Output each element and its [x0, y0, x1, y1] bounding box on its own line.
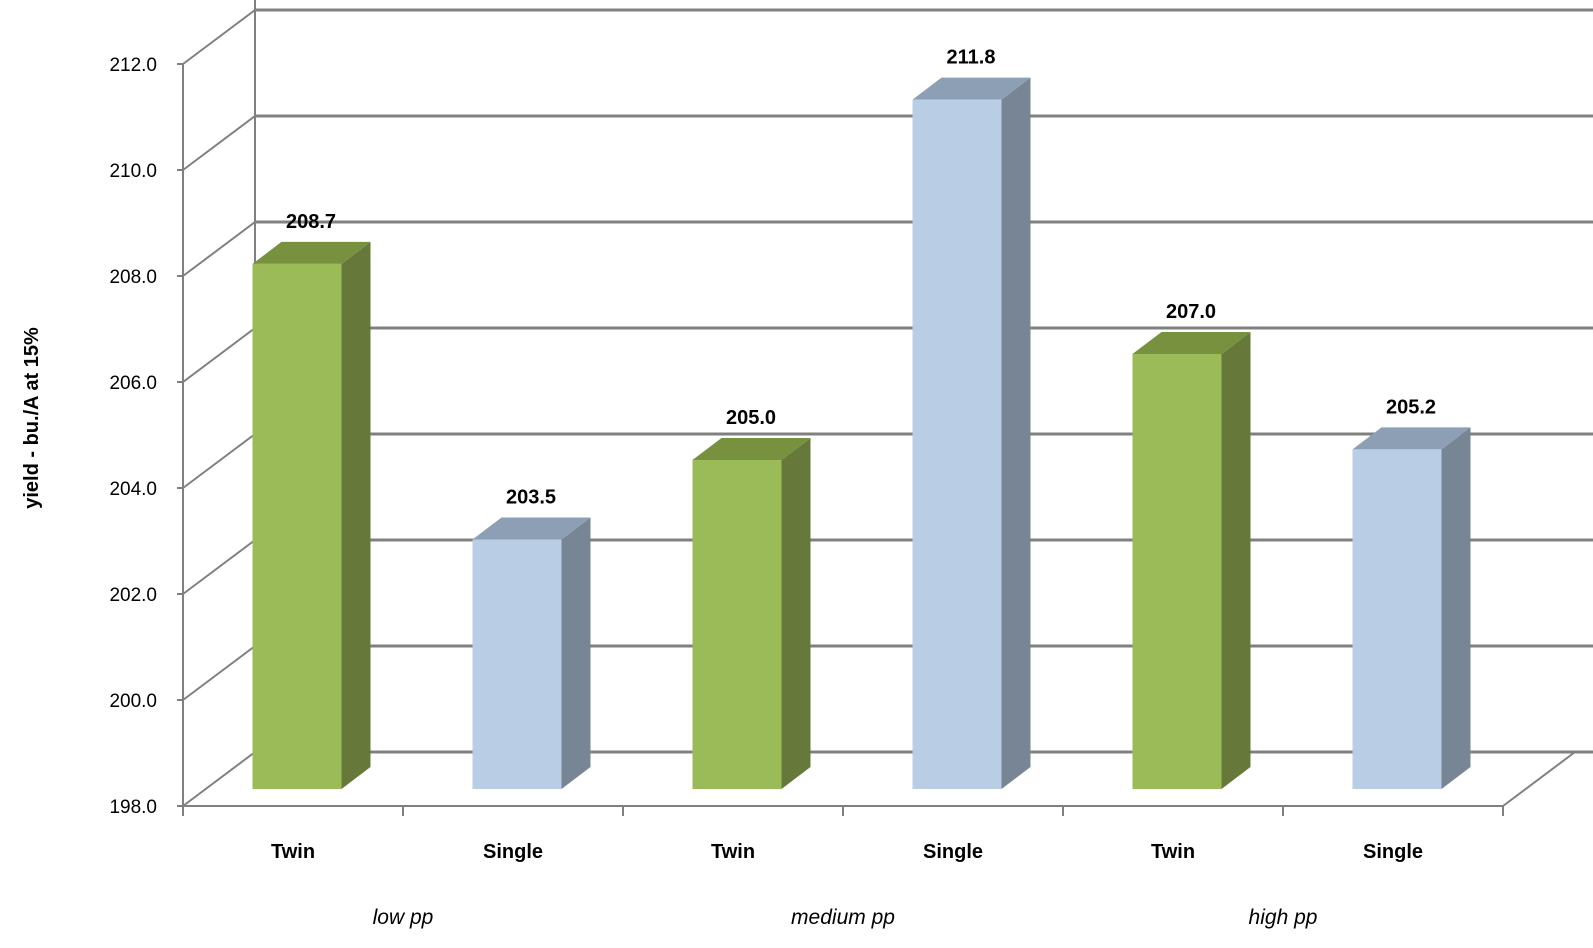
data-label: 211.8 — [947, 47, 996, 69]
gridline-side — [182, 9, 256, 65]
y-tick-label: 202.0 — [109, 585, 157, 606]
y-tick-label: 208.0 — [109, 267, 157, 288]
gridline-side — [182, 327, 256, 383]
bars — [252, 77, 1471, 790]
x-category-label: Single — [483, 841, 543, 863]
y-tick-label: 200.0 — [109, 691, 157, 712]
y-tick-label: 198.0 — [109, 797, 157, 818]
gridline-side — [182, 645, 256, 701]
bar-twin — [1132, 332, 1251, 789]
x-category-label: Twin — [271, 841, 315, 863]
gridline-side — [182, 221, 256, 277]
y-tick-label: 212.0 — [109, 55, 157, 76]
bar-front-face — [912, 99, 1002, 790]
bar-single — [912, 77, 1031, 790]
y-tick-label: 210.0 — [109, 161, 157, 182]
bar-single — [472, 517, 591, 789]
y-tick-label: 206.0 — [109, 373, 157, 394]
x-category-label: Single — [923, 841, 983, 863]
data-label: 208.7 — [286, 211, 336, 233]
x-category-label: Twin — [711, 841, 755, 863]
gridline-side — [182, 433, 256, 489]
bar-front-face — [692, 460, 782, 789]
bar-front-face — [472, 539, 562, 789]
data-label: 205.2 — [1386, 396, 1436, 418]
y-axis-title: yield - bu./A at 15% — [21, 327, 43, 509]
bar-front-face — [252, 263, 342, 789]
bar-top-face — [1132, 332, 1251, 354]
bar-side-face — [1001, 77, 1031, 790]
bar-top-face — [692, 438, 811, 460]
bar-top-face — [1352, 427, 1471, 450]
y-tick-label: 204.0 — [109, 479, 157, 500]
gridline-side — [182, 539, 256, 595]
bar-top-face — [252, 241, 371, 264]
x-group-label: medium pp — [791, 906, 895, 929]
bar-twin — [252, 241, 371, 789]
data-label: 203.5 — [506, 487, 556, 509]
bar-side-face — [781, 438, 811, 789]
bar-twin — [692, 438, 811, 789]
data-label: 207.0 — [1166, 301, 1216, 323]
gridline-side — [182, 115, 256, 171]
x-category-label: Twin — [1151, 841, 1195, 863]
data-label: 205.0 — [726, 407, 776, 429]
bar-side-face — [561, 517, 591, 789]
bar-side-face — [1221, 332, 1251, 789]
bar-single — [1352, 427, 1471, 789]
x-category-label: Single — [1363, 841, 1423, 863]
floor-side — [1502, 751, 1576, 807]
x-group-label: high pp — [1249, 906, 1318, 929]
x-group-label: low pp — [373, 906, 434, 929]
gridline-side — [182, 751, 256, 807]
bar-top-face — [912, 77, 1031, 100]
bar-front-face — [1132, 354, 1222, 789]
bar-side-face — [341, 241, 371, 789]
bar-front-face — [1352, 449, 1442, 789]
labels: 198.0 200.0 202.0 204.0 206.0 208.0 210.0 212.0… — [109, 47, 1436, 929]
bar-side-face — [1441, 427, 1471, 789]
bar-top-face — [472, 517, 591, 540]
axes — [177, 63, 1504, 816]
